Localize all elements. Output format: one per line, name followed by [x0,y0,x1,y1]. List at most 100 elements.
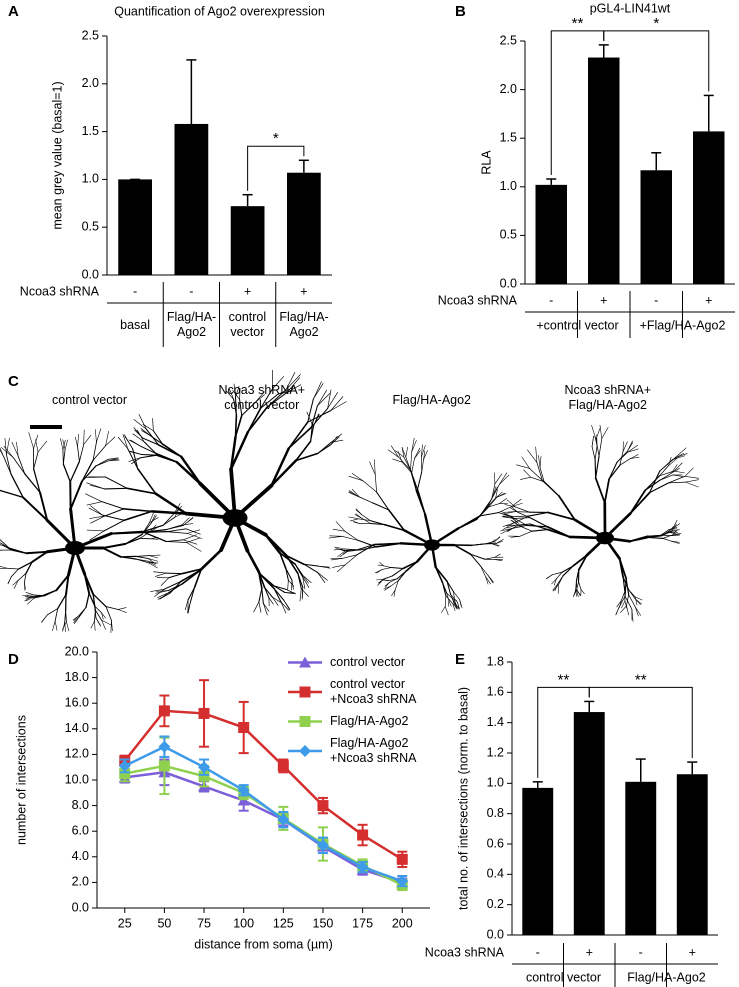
legend-label: control vector +Ncoa3 shRNA [330,677,417,706]
dendrite [668,526,674,533]
dendrite [445,595,454,605]
dendrite [28,432,34,449]
panel-label: A [8,3,19,20]
x-tick-label: 75 [197,916,211,930]
dendrite [536,462,543,481]
marker [158,705,170,717]
dendrite [491,483,496,500]
marker [316,839,329,852]
dendrite [381,567,392,570]
dendrite [135,558,150,564]
dendrite [488,496,498,508]
dendrite [341,536,359,541]
dendrite [441,606,446,613]
dendrite [90,515,106,524]
marker [356,861,369,874]
dendrite [499,474,510,485]
dendrite [13,580,19,589]
dendrite [150,588,165,592]
dendrite [351,473,364,482]
dendrite [529,523,549,531]
dendrite [0,549,2,551]
dendrite [500,511,513,518]
dendrite [411,437,415,453]
dendrite [168,573,183,579]
treatment-label: - [189,284,193,298]
dendrite [514,506,530,513]
dendrite [24,582,26,591]
dendrite [105,431,109,447]
dendrite [538,455,541,469]
y-tick-label: 1.0 [487,776,504,790]
dendrite [453,591,460,600]
x-tick-label: 125 [273,916,294,930]
dendrite [152,430,164,445]
dendrite [92,593,107,608]
dendrite [434,566,444,584]
dendrite [448,600,450,607]
dendrite [618,557,628,580]
bar [174,123,209,276]
dendrite [684,467,694,477]
marker [277,813,290,826]
dendrite [104,508,125,517]
y-tick-label: 2.0 [500,82,517,96]
y-tick-label: 1.5 [82,124,99,138]
dendrite [421,445,426,458]
dendrite [43,589,57,597]
dendrite [141,524,164,533]
dendrite [279,552,287,570]
dendrite [546,511,576,521]
dendrite [0,542,10,549]
dendrite [247,406,268,433]
dendrite [3,446,14,458]
dendrite [376,491,390,511]
dendrite [595,438,600,457]
dendrite [124,533,143,545]
dendrite [277,387,294,395]
dendrite [117,607,127,610]
dendrite [521,456,530,469]
bar [588,57,620,284]
dendrite [499,498,507,504]
dendrite [200,548,223,571]
dendrite [110,531,144,535]
dendrite [23,572,27,584]
dendrite [391,589,396,597]
dendrite [572,554,588,567]
x-tick-label: 100 [233,916,254,930]
dendrite [629,489,647,515]
bar [535,184,567,284]
dendrite [529,468,543,481]
dendrite [7,576,12,584]
dendrite [358,496,373,504]
dendrite [62,463,71,483]
dendrite [344,548,358,551]
dendrite [339,551,348,558]
dendrite [142,437,160,446]
dendrite [487,497,496,507]
dendrite [239,398,243,417]
dendrite [139,531,151,539]
y-tick-label: 14.0 [65,721,89,735]
dendrite [557,575,564,585]
treatment-label: - [133,284,137,298]
dendrite [624,600,628,609]
dendrite [502,522,515,527]
dendrite [630,454,639,459]
dendrite [337,550,346,558]
dendrite [394,580,399,591]
dendrite [235,385,240,398]
dendrite [359,546,377,551]
dendrite [348,475,364,482]
dendrite [457,601,460,610]
dendrite [519,530,533,537]
y-tick-label: 8.0 [72,798,89,812]
dendrite [390,445,399,458]
dendrite [272,596,281,603]
dendrite [480,565,486,578]
dendrite [577,554,588,571]
dendrite [411,458,415,474]
y-tick-label: 0.5 [500,228,517,242]
dendrite [131,457,142,465]
